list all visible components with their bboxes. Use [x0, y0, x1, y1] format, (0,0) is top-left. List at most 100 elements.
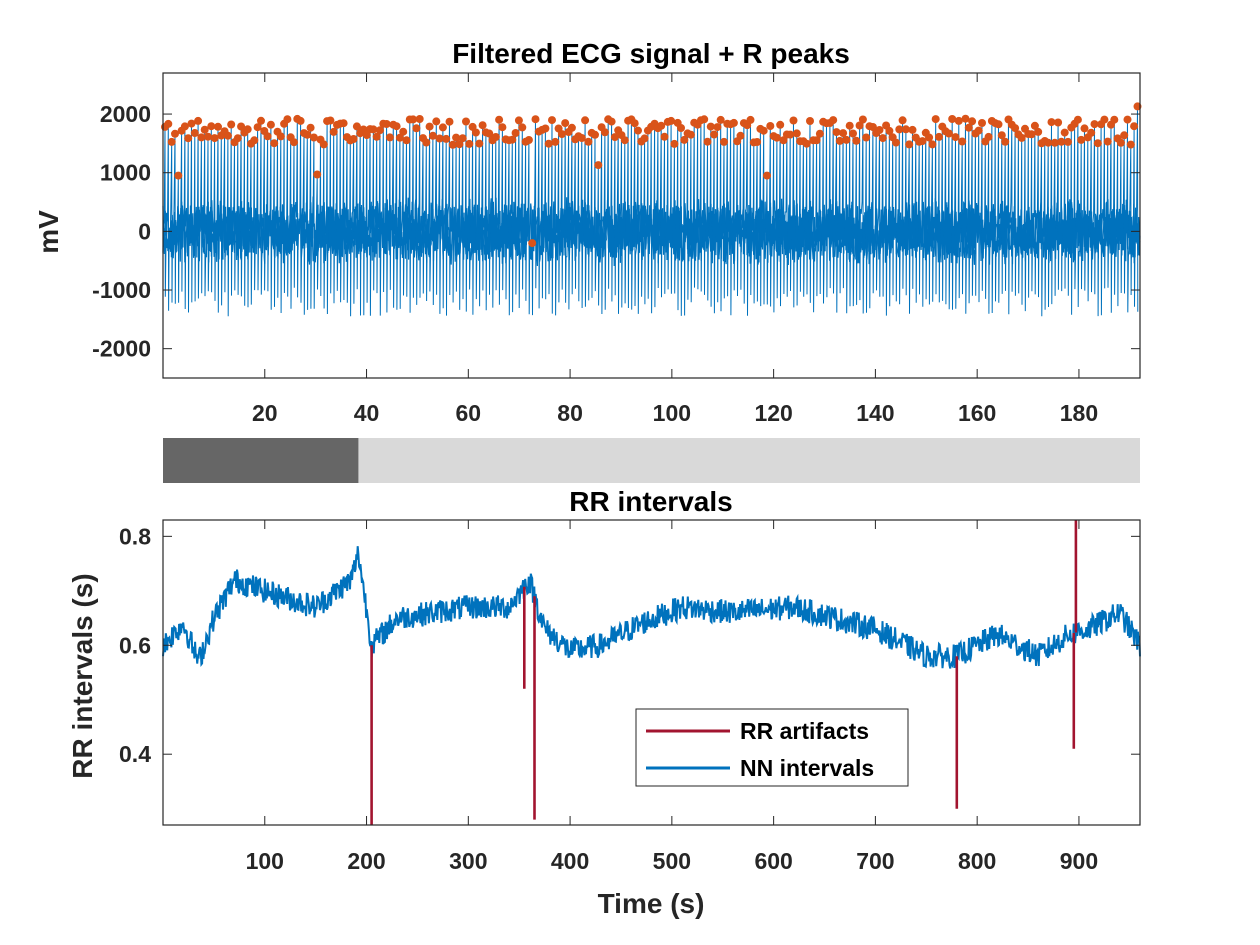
r-peak-marker	[485, 129, 494, 138]
r-peak-marker	[1077, 135, 1086, 144]
r-peak-marker	[223, 131, 232, 140]
ecg-ylabel: mV	[33, 210, 64, 254]
r-peak-marker	[905, 140, 914, 149]
r-peak-marker	[898, 116, 907, 125]
r-peak-marker	[1044, 138, 1053, 147]
r-peak-marker	[835, 136, 844, 145]
r-peak-marker	[935, 132, 943, 141]
rr-xtick-label: 900	[1060, 848, 1098, 874]
r-peak-marker	[227, 120, 236, 129]
r-peak-marker	[548, 116, 556, 125]
r-peak-marker	[984, 132, 993, 141]
r-peak-marker	[425, 122, 434, 131]
r-peak-marker	[786, 130, 795, 139]
r-peak-marker	[610, 133, 619, 142]
rr-xtick-label: 100	[246, 848, 284, 874]
r-peak-marker	[670, 139, 679, 148]
r-peak-marker	[508, 135, 517, 144]
r-peak-marker	[892, 138, 900, 147]
r-peak-marker	[1120, 131, 1129, 140]
r-peak-marker	[607, 117, 616, 126]
r-peak-marker	[763, 171, 771, 180]
ecg-xtick-label: 80	[557, 400, 583, 426]
r-peak-marker	[511, 129, 520, 137]
r-peak-marker	[257, 116, 265, 125]
r-peak-marker	[997, 131, 1006, 140]
r-peak-marker	[1057, 137, 1066, 146]
ecg-xtick-label: 160	[958, 400, 996, 426]
r-peak-marker	[561, 119, 570, 128]
r-peak-marker	[409, 115, 418, 124]
r-peak-marker	[339, 119, 348, 128]
r-peak-marker	[243, 125, 252, 134]
r-peak-marker	[319, 140, 328, 149]
rr-legend: RR artifacts NN intervals	[635, 708, 909, 787]
rr-xtick-label: 300	[449, 848, 487, 874]
r-peak-marker	[620, 136, 629, 145]
r-peak-marker	[392, 122, 401, 131]
r-peak-marker	[716, 115, 725, 124]
r-peak-marker	[630, 119, 639, 128]
r-peak-marker	[190, 129, 199, 137]
rr-ticks: 100 200 300 400 500 600 700 800 900 0.4 0.6 0.8	[119, 520, 1140, 874]
r-peak-marker	[776, 120, 785, 129]
legend-entry-nn-intervals: NN intervals	[740, 755, 874, 781]
r-peak-marker	[677, 124, 685, 132]
r-peak-marker	[1093, 139, 1102, 148]
r-peak-marker	[204, 132, 212, 141]
r-peak-marker	[455, 140, 464, 149]
r-peak-marker	[491, 133, 500, 141]
r-peak-marker	[1110, 115, 1119, 124]
r-peak-marker	[541, 124, 550, 133]
r-peaks-layer	[161, 102, 1142, 248]
r-peak-marker	[326, 116, 335, 125]
r-peak-marker	[290, 138, 298, 147]
r-peak-marker	[544, 139, 553, 148]
r-peak-marker	[329, 127, 338, 136]
r-peak-marker	[1054, 118, 1063, 127]
r-peak-marker	[895, 125, 904, 134]
r-peak-marker	[839, 129, 848, 138]
r-peak-marker	[772, 133, 781, 142]
r-peak-marker	[171, 129, 179, 138]
window-slider[interactable]	[163, 438, 1140, 483]
r-peak-marker	[1073, 115, 1082, 124]
r-peak-marker	[1047, 118, 1056, 127]
r-peak-marker	[296, 116, 305, 125]
r-peak-marker	[729, 118, 738, 127]
r-peak-marker	[435, 134, 444, 143]
rr-xlabel: Time (s)	[598, 888, 705, 919]
r-peak-marker	[753, 138, 762, 146]
r-peak-marker	[951, 133, 960, 142]
window-slider-selection[interactable]	[163, 438, 359, 483]
r-peak-marker	[382, 120, 391, 128]
r-peak-marker	[918, 137, 927, 146]
r-peak-marker	[200, 125, 209, 134]
r-peak-marker	[855, 121, 864, 130]
ecg-signal-layer	[162, 106, 1141, 317]
r-peak-marker	[164, 119, 173, 128]
r-peak-marker	[1123, 115, 1132, 124]
r-peak-marker	[901, 125, 910, 134]
r-peak-marker	[372, 132, 381, 141]
r-peak-marker	[1001, 137, 1010, 146]
ecg-ytick-label: 2000	[100, 101, 151, 127]
r-peak-marker	[584, 137, 593, 146]
r-peak-marker	[852, 136, 861, 145]
r-peak-marker	[660, 132, 669, 141]
r-peak-marker	[862, 133, 871, 142]
r-peak-marker	[452, 133, 461, 142]
rr-xtick-label: 600	[754, 848, 792, 874]
r-peak-marker	[968, 117, 977, 126]
r-peak-marker	[964, 123, 973, 132]
r-peak-marker	[577, 134, 586, 142]
r-peak-marker	[845, 121, 854, 130]
legend-entry-rr-artifacts: RR artifacts	[740, 718, 869, 744]
r-peak-marker	[498, 123, 507, 132]
r-peak-marker	[184, 134, 193, 143]
r-peak-marker	[462, 117, 470, 126]
rr-xtick-label: 700	[856, 848, 894, 874]
r-peak-marker	[399, 127, 408, 136]
r-peak-marker	[214, 122, 222, 131]
r-peak-marker	[276, 132, 285, 141]
